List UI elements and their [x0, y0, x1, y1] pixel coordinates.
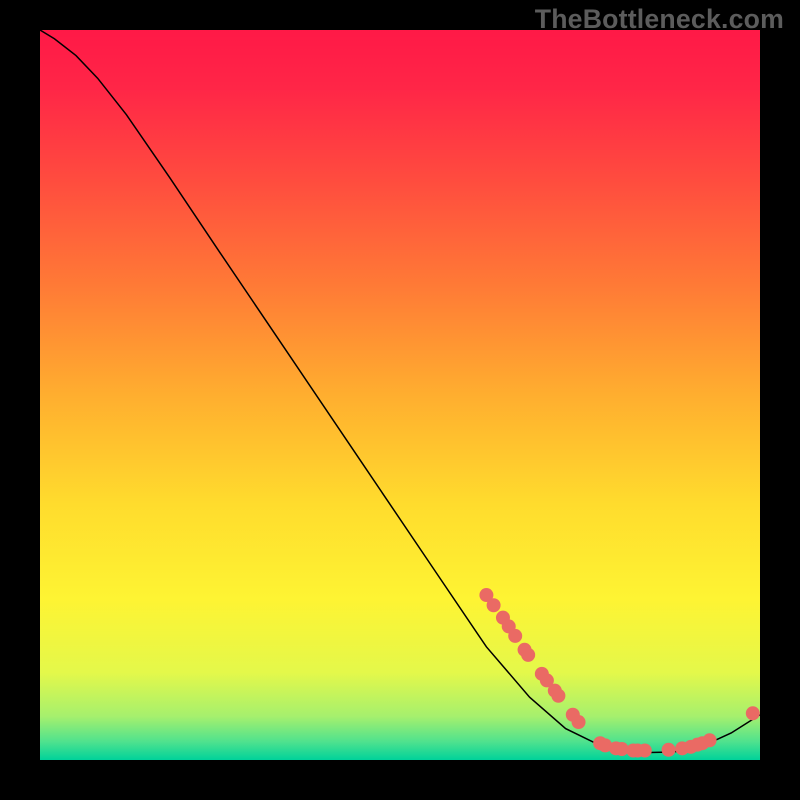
watermark-label: TheBottleneck.com	[535, 4, 784, 35]
marker-dot	[746, 706, 760, 720]
marker-dot	[662, 743, 676, 757]
marker-dot	[521, 648, 535, 662]
chart-stage: { "meta": { "width_px": 800, "height_px"…	[0, 0, 800, 800]
marker-dot	[551, 689, 565, 703]
plot-background	[40, 30, 760, 760]
marker-dot	[572, 715, 586, 729]
marker-dot	[703, 733, 717, 747]
bottleneck-chart	[0, 0, 800, 800]
marker-dot	[508, 629, 522, 643]
marker-dot	[487, 598, 501, 612]
marker-dot	[638, 744, 652, 758]
